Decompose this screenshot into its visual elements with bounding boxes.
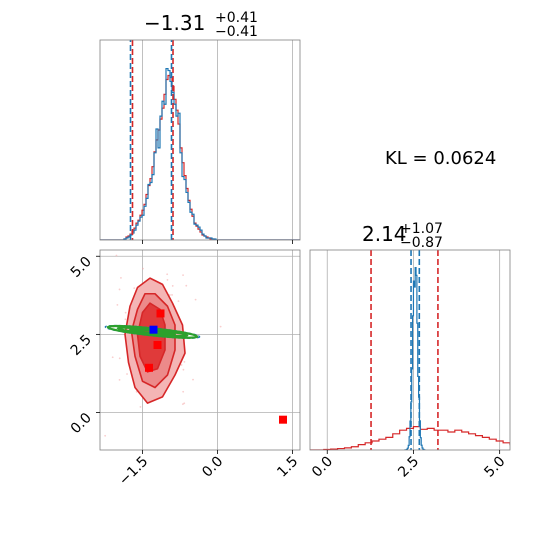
hist2-x-ticks: 0.0 2.5 5.0 [309, 450, 508, 481]
red-contour-inner [136, 302, 166, 373]
hist1-series [100, 67, 300, 240]
background-point [111, 356, 114, 359]
y-tick-label: 5.0 [68, 254, 95, 281]
hist2-title-lower: −0.87 [400, 235, 443, 251]
hist1-ticks [142, 240, 293, 244]
red-marker [153, 341, 162, 349]
red-marker [156, 309, 165, 318]
background-point [182, 390, 185, 393]
background-point [139, 406, 142, 408]
hist2-title-value: 2.14 [362, 222, 407, 246]
background-point [180, 364, 183, 366]
background-point [219, 325, 222, 328]
hist2-series [310, 266, 510, 450]
scatter-x-ticks: −1.5 0.0 1.5 [116, 450, 301, 489]
background-point [124, 318, 127, 321]
x-tick-label: 5.0 [481, 454, 508, 481]
background-point [182, 368, 185, 371]
background-point [166, 279, 169, 281]
kl-annotation: KL = 0.0624 [385, 148, 496, 169]
hist-panel-2: 0.0 2.5 5.0 2.14 +1.07 −0.87 [309, 221, 511, 481]
background-point [115, 254, 118, 257]
hist1-title-value: −1.31 [144, 11, 205, 35]
background-point [185, 284, 188, 287]
background-point [192, 378, 194, 381]
background-point [181, 403, 184, 406]
background-point [126, 373, 128, 375]
scatter-y-ticks: 0.0 2.5 5.0 [68, 254, 100, 437]
red-marker [145, 363, 153, 372]
x-tick-label: 0.0 [309, 454, 336, 481]
hist1-frame [99, 39, 301, 241]
hist1-quantile-lines [129, 40, 174, 240]
scatter-frame [99, 249, 301, 451]
hist2-frame [309, 249, 511, 451]
background-point [120, 277, 122, 279]
background-point [183, 402, 186, 405]
background-point [194, 298, 197, 301]
background-point [118, 379, 121, 381]
hist2-quantile-lines [370, 250, 439, 450]
hist2-title-upper: +1.07 [400, 221, 443, 237]
red-marker-outlier [279, 415, 287, 424]
background-point [104, 434, 107, 437]
x-tick-label: 2.5 [395, 454, 422, 481]
blue-contour [104, 324, 201, 339]
background-point [142, 267, 144, 270]
red-marker [279, 415, 287, 424]
background-point [171, 294, 173, 296]
hist2-red-step [310, 426, 510, 450]
y-tick-label: 0.0 [68, 410, 95, 437]
background-point [183, 360, 186, 363]
background-point [118, 357, 121, 360]
background-point [116, 303, 119, 306]
background-point [177, 300, 180, 303]
scatter-content [104, 254, 222, 437]
background-point [124, 311, 127, 314]
hist-panel-1: −1.31 +0.41 −0.41 [99, 10, 301, 244]
x-tick-label: −1.5 [116, 454, 151, 489]
hist2-blue-step [404, 266, 426, 450]
blue-marker [149, 325, 158, 334]
background-point [166, 273, 169, 276]
background-point [182, 274, 184, 277]
scatter-panel: −1.5 0.0 1.5 0.0 2.5 5.0 [68, 249, 301, 489]
hist2-grid [326, 250, 501, 450]
hist1-grid [142, 40, 293, 240]
x-tick-label: 0.0 [199, 454, 226, 481]
hist1-title-lower: −0.41 [215, 24, 258, 40]
background-point [168, 294, 171, 296]
hist1-blue-step [100, 67, 300, 240]
hist1-title-upper: +0.41 [215, 10, 258, 26]
background-point [118, 288, 121, 291]
background-point [171, 285, 174, 287]
x-tick-label: 1.5 [274, 454, 301, 481]
y-tick-label: 2.5 [68, 332, 95, 359]
background-point [133, 287, 136, 290]
